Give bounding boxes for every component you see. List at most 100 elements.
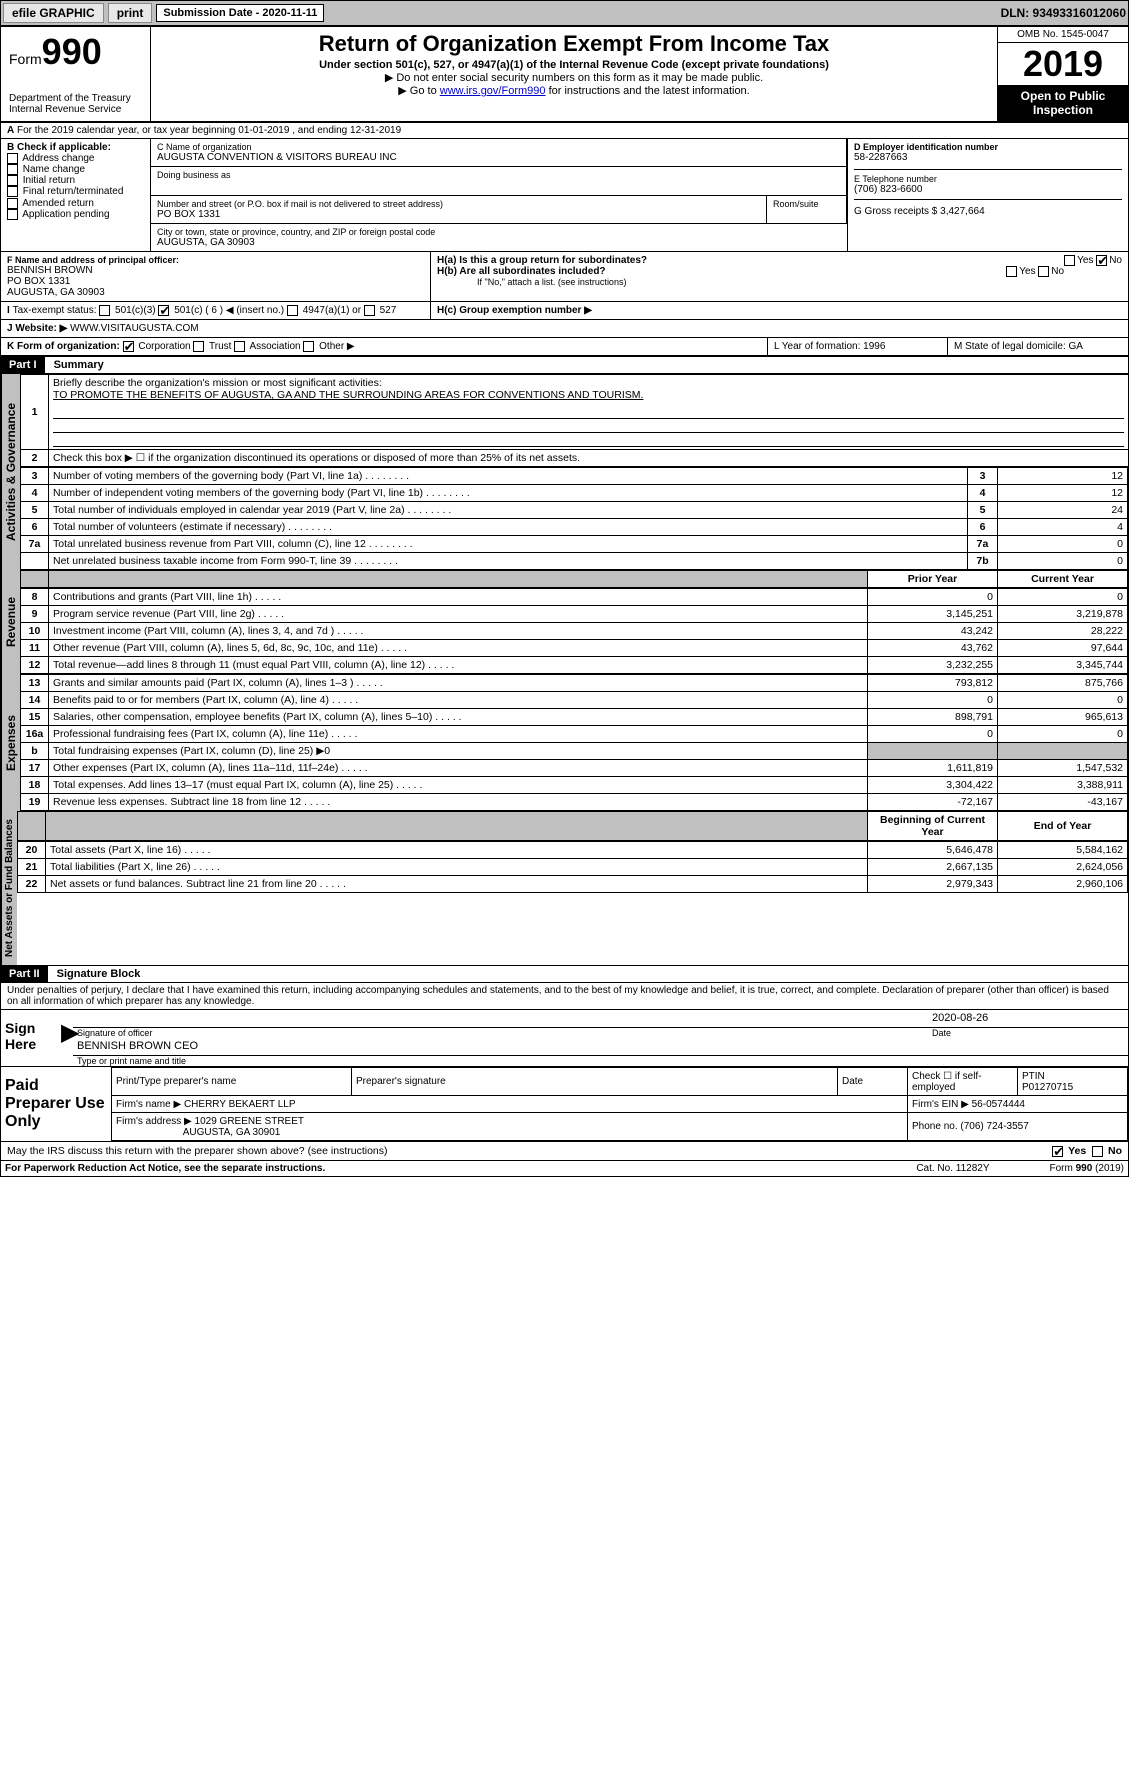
sign-date: 2020-08-26 (928, 1010, 1128, 1028)
tax-year: 2019 (998, 43, 1128, 85)
summary-row: 21Total liabilities (Part X, line 26) . … (18, 859, 1128, 876)
part1-title: Summary (48, 357, 110, 373)
form-title: Return of Organization Exempt From Incom… (159, 31, 989, 57)
efile-button[interactable]: efile GRAPHIC (3, 3, 104, 23)
summary-row: 10Investment income (Part VIII, column (… (21, 623, 1128, 640)
phone-label: E Telephone number (854, 174, 1122, 184)
omb-number: OMB No. 1545-0047 (998, 27, 1128, 43)
summary-row: Net unrelated business taxable income fr… (21, 553, 1128, 570)
4947-checkbox[interactable] (287, 305, 298, 316)
name-label: C Name of organization (157, 142, 840, 152)
prep-selfemp: Check ☐ if self-employed (908, 1068, 1018, 1096)
firm-phone: (706) 724-3557 (960, 1121, 1028, 1132)
top-toolbar: efile GRAPHIC print Submission Date - 20… (0, 0, 1129, 26)
firm-ein-label: Firm's EIN ▶ (912, 1099, 969, 1110)
l2-text: Check this box ▶ ☐ if the organization d… (49, 450, 1129, 467)
form-footer: Form 990 (2019) (1050, 1163, 1124, 1174)
website-value: WWW.VISITAUGUSTA.COM (70, 323, 199, 334)
ha-no-checkbox[interactable] (1096, 255, 1107, 266)
boxb-checkbox[interactable] (7, 209, 18, 220)
firm-phone-label: Phone no. (912, 1121, 958, 1132)
summary-row: 16aProfessional fundraising fees (Part I… (21, 726, 1128, 743)
boxb-option: Amended return (7, 198, 144, 209)
summary-row: 7aTotal unrelated business revenue from … (21, 536, 1128, 553)
tab-revenue: Revenue (1, 570, 20, 674)
boxb-checkbox[interactable] (7, 175, 18, 186)
summary-row: 20Total assets (Part X, line 16) . . . .… (18, 842, 1128, 859)
boxb-checkbox[interactable] (7, 164, 18, 175)
sig-date-label: Date (928, 1028, 1128, 1038)
summary-row: 22Net assets or fund balances. Subtract … (18, 876, 1128, 893)
form-subtitle: Under section 501(c), 527, or 4947(a)(1)… (159, 59, 989, 71)
cat-no: Cat. No. 11282Y (916, 1163, 989, 1174)
form-word: Form (9, 51, 42, 67)
h-b-note: If "No," attach a list. (see instruction… (437, 277, 1122, 287)
sign-arrow-icon: ▶ (61, 1010, 73, 1066)
boxb-checkbox[interactable] (7, 153, 18, 164)
officer-label: F Name and address of principal officer: (7, 255, 424, 265)
ha-yes-checkbox[interactable] (1064, 255, 1075, 266)
website-label: Website: ▶ (15, 323, 67, 334)
form990-link[interactable]: www.irs.gov/Form990 (440, 85, 546, 97)
corp-checkbox[interactable] (123, 341, 134, 352)
irs-label: Internal Revenue Service (9, 104, 142, 115)
discuss-yes-checkbox[interactable] (1052, 1146, 1063, 1157)
print-button[interactable]: print (108, 3, 153, 23)
form-container: Form990 Department of the Treasury Inter… (0, 26, 1129, 1177)
summary-row: 17Other expenses (Part IX, column (A), l… (21, 760, 1128, 777)
org-name: AUGUSTA CONVENTION & VISITORS BUREAU INC (157, 152, 840, 163)
527-checkbox[interactable] (364, 305, 375, 316)
boxb-option: Name change (7, 164, 144, 175)
tab-net-assets: Net Assets or Fund Balances (1, 811, 17, 965)
mission-text: TO PROMOTE THE BENEFITS OF AUGUSTA, GA A… (53, 389, 643, 401)
phone-value: (706) 823-6600 (854, 184, 1122, 195)
room-label: Room/suite (773, 199, 840, 209)
sig-officer-label: Signature of officer (73, 1028, 928, 1038)
part2-title: Signature Block (51, 966, 147, 982)
boxb-checkbox[interactable] (7, 198, 18, 209)
submission-date: Submission Date - 2020-11-11 (156, 4, 324, 22)
paid-preparer-label: Paid Preparer Use Only (1, 1067, 111, 1141)
prep-name-header: Print/Type preparer's name (112, 1068, 352, 1096)
trust-checkbox[interactable] (193, 341, 204, 352)
501c3-checkbox[interactable] (99, 305, 110, 316)
tab-activities-governance: Activities & Governance (1, 374, 20, 570)
hb-no-checkbox[interactable] (1038, 266, 1049, 277)
form-number: 990 (42, 31, 102, 72)
summary-row: 15Salaries, other compensation, employee… (21, 709, 1128, 726)
tax-period: For the 2019 calendar year, or tax year … (17, 125, 401, 136)
summary-row: 13Grants and similar amounts paid (Part … (21, 675, 1128, 692)
discuss-question: May the IRS discuss this return with the… (7, 1145, 388, 1157)
summary-row: 6Total number of volunteers (estimate if… (21, 519, 1128, 536)
city-label: City or town, state or province, country… (157, 227, 841, 237)
ein-label: D Employer identification number (854, 142, 1122, 152)
printed-name-label: Type or print name and title (73, 1056, 1128, 1066)
org-address: PO BOX 1331 (157, 209, 760, 220)
boxb-checkbox[interactable] (7, 186, 18, 197)
part2-badge: Part II (1, 966, 48, 982)
summary-row: 4Number of independent voting members of… (21, 485, 1128, 502)
tax-status-label: Tax-exempt status: (13, 305, 97, 316)
boxb-option: Application pending (7, 209, 144, 220)
discuss-no-checkbox[interactable] (1092, 1146, 1103, 1157)
hb-yes-checkbox[interactable] (1006, 266, 1017, 277)
summary-row: 12Total revenue—add lines 8 through 11 (… (21, 657, 1128, 674)
firm-addr2: AUGUSTA, GA 30901 (183, 1127, 281, 1138)
part1-badge: Part I (1, 357, 45, 373)
summary-row: 5Total number of individuals employed in… (21, 502, 1128, 519)
officer-addr1: PO BOX 1331 (7, 276, 424, 287)
addr-label: Number and street (or P.O. box if mail i… (157, 199, 760, 209)
col-end: End of Year (998, 812, 1128, 841)
org-city: AUGUSTA, GA 30903 (157, 237, 841, 248)
501c-checkbox[interactable] (158, 305, 169, 316)
state-domicile: M State of legal domicile: GA (948, 338, 1128, 355)
gross-receipts: G Gross receipts $ 3,427,664 (854, 200, 1122, 217)
pra-notice: For Paperwork Reduction Act Notice, see … (5, 1163, 325, 1174)
h-c: H(c) Group exemption number ▶ (437, 305, 592, 316)
col-beginning: Beginning of Current Year (868, 812, 998, 841)
prep-sig-header: Preparer's signature (352, 1068, 838, 1096)
year-formation: L Year of formation: 1996 (768, 338, 948, 355)
other-checkbox[interactable] (303, 341, 314, 352)
box-b-label: B Check if applicable: (7, 142, 144, 153)
assoc-checkbox[interactable] (234, 341, 245, 352)
